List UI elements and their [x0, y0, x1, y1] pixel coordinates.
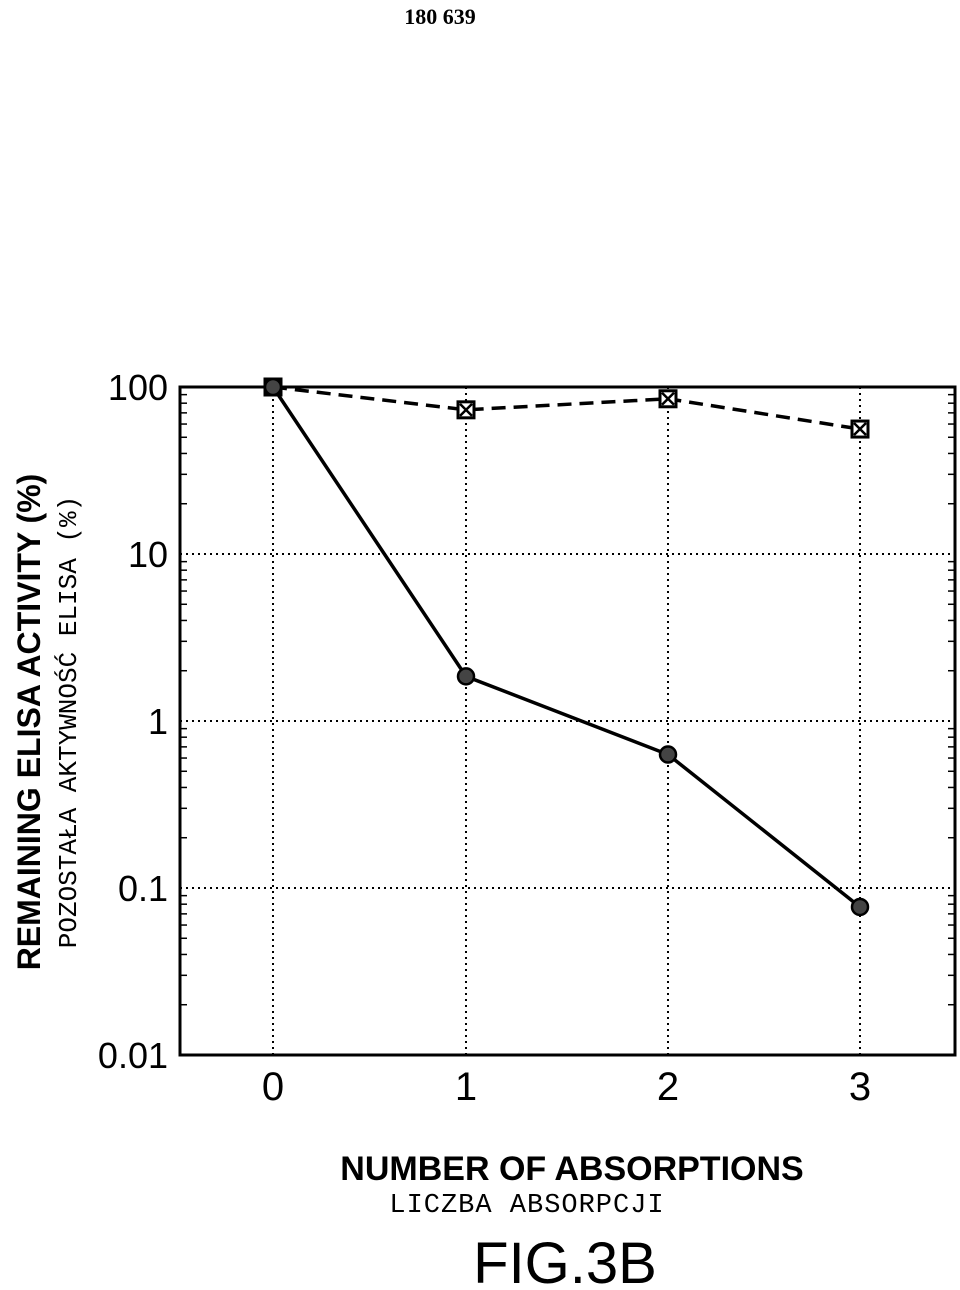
- data-point-mark: [459, 402, 473, 417]
- y-ticks: 0.01 0.1 1 10 100: [98, 367, 168, 1076]
- data-point-circle: [456, 667, 476, 686]
- y-tick-label: 10: [128, 534, 168, 575]
- figure-label: FIG.3B: [473, 1231, 657, 1290]
- data-point-mark: [661, 391, 675, 406]
- y-tick-label: 0.1: [118, 868, 168, 909]
- grid: [180, 387, 955, 1055]
- series: [263, 377, 870, 917]
- x-tick-label: 2: [657, 1065, 679, 1109]
- data-point-circle: [263, 377, 283, 397]
- x-tick-label: 0: [262, 1065, 284, 1109]
- y-axis-label: REMAINING ELISA ACTIVITY (%): [11, 474, 47, 971]
- data-point-circle: [658, 745, 678, 764]
- x-axis-label-secondary: LICZBA ABSORPCJI: [389, 1191, 664, 1221]
- y-tick-label: 0.01: [98, 1035, 168, 1076]
- y-tick-label: 100: [108, 367, 168, 408]
- series-line: [271, 386, 862, 909]
- page-number: 180 639: [404, 4, 476, 29]
- data-point-circle: [850, 897, 870, 917]
- plot-frame: [178, 385, 957, 1057]
- series-2: [263, 377, 870, 917]
- data-point-mark: [853, 422, 867, 436]
- series-line: [272, 385, 861, 431]
- x-tick-label: 1: [455, 1065, 477, 1109]
- x-tick-label: 3: [849, 1065, 871, 1109]
- y-tick-label: 1: [148, 701, 168, 742]
- y-axis-label-secondary: POZOSTAŁA AKTYWNOŚĆ ELISA (%): [54, 496, 84, 948]
- x-axis-label: NUMBER OF ABSORPTIONS: [340, 1150, 803, 1188]
- x-ticks: 0 1 2 3: [262, 1065, 871, 1109]
